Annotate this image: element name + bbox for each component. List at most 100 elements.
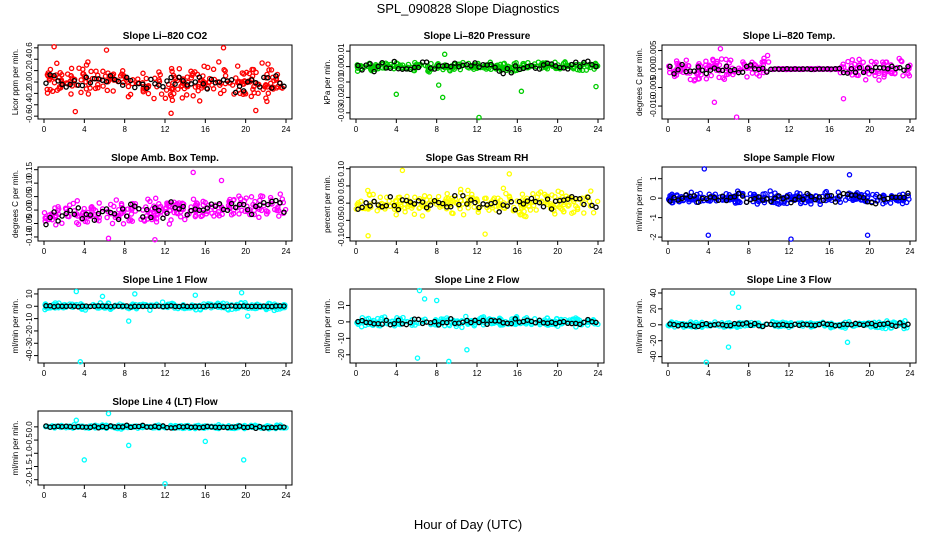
reference-point (893, 323, 899, 329)
data-point (58, 78, 65, 85)
reference-point (756, 194, 762, 200)
x-tick-label: 12 (473, 125, 482, 134)
reference-point (240, 88, 247, 94)
reference-point (844, 70, 851, 76)
data-point (776, 201, 782, 207)
data-point (275, 204, 281, 210)
reference-point (79, 215, 86, 222)
data-point (68, 73, 74, 79)
reference-point (431, 318, 438, 325)
data-point (151, 95, 157, 102)
data-point (534, 194, 541, 200)
data-point (412, 194, 418, 201)
data-point (190, 169, 196, 176)
data-point (574, 205, 581, 211)
reference-point (679, 61, 685, 68)
data-point (166, 203, 172, 209)
data-point (435, 82, 442, 88)
reference-point (464, 317, 470, 324)
reference-point (43, 80, 49, 86)
reference-point (119, 206, 126, 212)
y-tick-label: -40 (649, 350, 658, 362)
data-point (168, 86, 175, 92)
data-point (720, 75, 726, 81)
x-tick-label: 16 (513, 369, 522, 378)
reference-point (739, 69, 746, 75)
data-point (558, 190, 565, 196)
reference-point (391, 320, 398, 327)
reference-point (500, 70, 506, 77)
reference-point (897, 65, 903, 71)
data-point (59, 72, 65, 78)
reference-point (788, 199, 794, 206)
data-point (530, 191, 536, 197)
data-point (685, 63, 692, 69)
data-point (876, 77, 882, 83)
data-point (153, 216, 160, 222)
reference-point (723, 197, 730, 204)
x-tick-label: 20 (241, 491, 250, 500)
data-point (198, 85, 205, 91)
reference-point (415, 64, 422, 71)
data-point (416, 287, 423, 294)
data-point (566, 202, 572, 208)
data-point (365, 233, 371, 239)
data-point (156, 201, 162, 207)
x-tick-label: 16 (201, 125, 210, 134)
reference-point (593, 204, 599, 210)
data-point (238, 289, 245, 296)
reference-point (273, 73, 279, 79)
x-tick-label: 12 (161, 125, 170, 134)
reference-point (569, 61, 575, 68)
data-point (870, 323, 876, 329)
reference-point (212, 203, 219, 209)
x-tick-label: 24 (594, 369, 603, 378)
data-point (73, 288, 80, 295)
data-point (444, 198, 450, 204)
data-point (111, 203, 117, 210)
reference-point (796, 194, 802, 200)
data-point (476, 114, 482, 121)
data-point (421, 193, 428, 199)
data-point (399, 167, 406, 174)
y-axis-label: ml/min per min. (635, 177, 644, 232)
reference-point (691, 68, 697, 74)
data-point (265, 90, 272, 97)
data-point (703, 76, 710, 82)
data-point (845, 58, 851, 65)
data-point (105, 235, 112, 242)
chart-title: Slope Li–820 Pressure (424, 31, 531, 42)
reference-point (448, 316, 454, 322)
reference-point (508, 70, 515, 76)
data-point (162, 206, 169, 212)
chart-title: Slope Sample Flow (743, 153, 834, 164)
data-point (202, 199, 208, 206)
reference-point (577, 196, 583, 202)
reference-point (265, 74, 271, 81)
y-axis-label: Licor ppm per min. (11, 49, 20, 115)
reference-point (107, 73, 114, 79)
data-point (426, 194, 433, 200)
data-point (749, 70, 756, 76)
data-point (243, 195, 249, 201)
reference-point (196, 74, 203, 80)
x-tick-label: 0 (666, 125, 671, 134)
chart-title: Slope Amb. Box Temp. (111, 153, 219, 164)
data-point (588, 188, 594, 194)
data-point (190, 70, 196, 77)
reference-point (468, 197, 474, 203)
data-point (276, 213, 282, 219)
data-point (55, 206, 62, 212)
data-point (756, 73, 763, 79)
reference-point (772, 195, 778, 201)
data-point (377, 194, 384, 200)
data-point (153, 219, 160, 225)
data-point (723, 56, 729, 63)
reference-point (444, 319, 450, 326)
y-tick-label: -20 (25, 325, 34, 337)
data-point (263, 211, 270, 217)
reference-point (565, 66, 571, 72)
reference-point (395, 206, 402, 213)
data-point (99, 293, 106, 300)
data-point (54, 60, 60, 67)
